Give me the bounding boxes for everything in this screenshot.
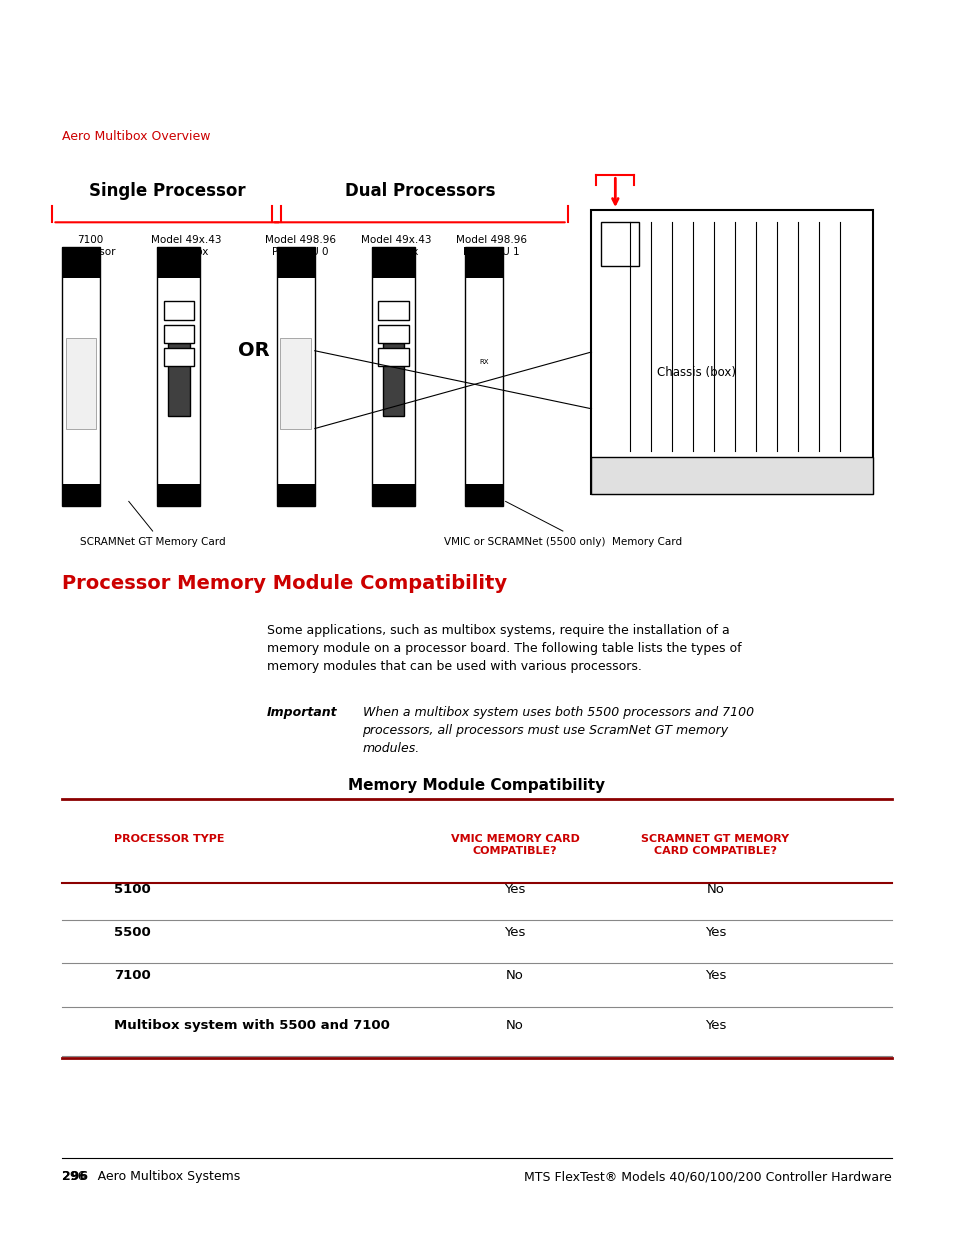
Text: Aero Multibox Overview: Aero Multibox Overview [62,130,211,143]
Text: Yes: Yes [704,969,725,983]
Bar [164,325,193,343]
Bar [600,222,639,266]
Bar [372,247,415,506]
Text: 296   Aero Multibox Systems: 296 Aero Multibox Systems [62,1170,240,1183]
Bar [168,343,190,415]
Text: Model 498.96
Proc CPU 0: Model 498.96 Proc CPU 0 [265,235,335,257]
Text: 7100: 7100 [114,969,152,983]
Text: 5100: 5100 [114,883,152,897]
Bar [372,247,415,278]
Text: Processor Memory Module Compatibility: Processor Memory Module Compatibility [62,574,507,593]
Text: Yes: Yes [504,926,525,940]
Bar [464,484,502,506]
Text: Memory Module Compatibility: Memory Module Compatibility [348,778,605,793]
Text: No: No [506,969,523,983]
Bar [276,484,314,506]
Bar [164,301,193,320]
Bar [276,247,314,278]
Bar [276,247,314,506]
Text: Single Processor: Single Processor [89,182,245,200]
Text: Some applications, such as multibox systems, require the installation of a
memor: Some applications, such as multibox syst… [267,624,741,673]
Bar [591,457,872,494]
Bar [464,247,502,278]
Text: Model 498.96
Proc CPU 1: Model 498.96 Proc CPU 1 [456,235,526,257]
Text: Model 49x.43
Multibox: Model 49x.43 Multibox [151,235,221,257]
Text: 5500: 5500 [114,926,152,940]
Text: Yes: Yes [504,883,525,897]
Text: MTS FlexTest® Models 40/60/100/200 Controller Hardware: MTS FlexTest® Models 40/60/100/200 Contr… [524,1170,891,1183]
Text: 296: 296 [62,1170,88,1183]
Bar [62,247,100,506]
Bar [164,348,193,367]
Bar [280,337,311,429]
Text: OR: OR [237,341,270,361]
Bar [382,343,404,415]
Text: Yes: Yes [704,1019,725,1032]
Text: No: No [506,1019,523,1032]
Text: Multibox system with 5500 and 7100: Multibox system with 5500 and 7100 [114,1019,390,1032]
Bar [157,484,200,506]
Bar [378,325,408,343]
Text: 7100
Processor: 7100 Processor [66,235,115,257]
Bar [157,247,200,506]
Bar [378,348,408,367]
Bar [591,210,872,494]
Text: VMIC or SCRAMNet (5500 only)  Memory Card: VMIC or SCRAMNet (5500 only) Memory Card [443,537,681,547]
Text: SCRAMNET GT MEMORY
CARD COMPATIBLE?: SCRAMNET GT MEMORY CARD COMPATIBLE? [640,834,789,856]
Bar [372,484,415,506]
Bar [378,301,408,320]
Bar [62,247,100,278]
Text: RX: RX [478,358,488,364]
Text: PROCESSOR TYPE: PROCESSOR TYPE [114,834,225,844]
Text: When a multibox system uses both 5500 processors and 7100
processors, all proces: When a multibox system uses both 5500 pr… [362,706,753,756]
Bar [66,337,96,429]
Text: Important: Important [267,706,337,720]
Text: Dual Processors: Dual Processors [344,182,495,200]
Text: Chassis (box): Chassis (box) [657,367,735,379]
Text: SCRAMNet GT Memory Card: SCRAMNet GT Memory Card [80,537,225,547]
Text: No: No [706,883,723,897]
Bar [157,247,200,278]
Bar [464,247,502,506]
Text: Model 49x.43
Multibox: Model 49x.43 Multibox [360,235,431,257]
Bar [62,484,100,506]
Text: Yes: Yes [704,926,725,940]
Text: VMIC MEMORY CARD
COMPATIBLE?: VMIC MEMORY CARD COMPATIBLE? [450,834,579,856]
